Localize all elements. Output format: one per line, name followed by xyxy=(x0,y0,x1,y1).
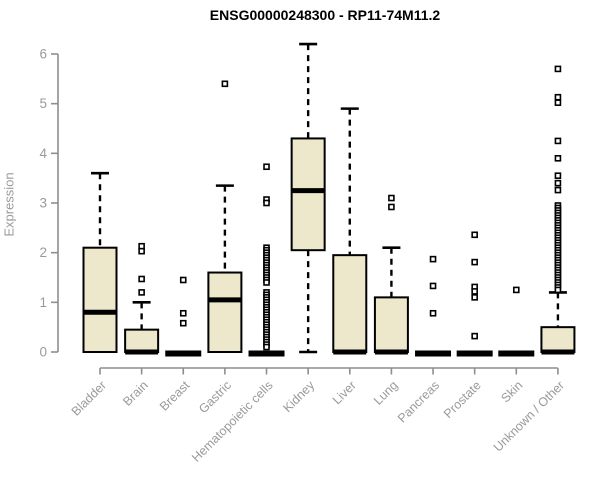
box-bladder xyxy=(82,246,118,353)
outlier-marker-prostate xyxy=(471,231,478,239)
outlier-marker-pancreas xyxy=(429,309,437,317)
y-tick-label: 4 xyxy=(39,146,47,161)
outlier-marker-brain xyxy=(138,289,145,296)
x-tick-label-hematopoietic-cells: Hematopoietic cells xyxy=(189,378,276,465)
y-tick-label: 2 xyxy=(39,245,47,260)
x-tick-label-unknown-other: Unknown / Other xyxy=(491,378,567,454)
outlier-marker-unknown-other xyxy=(554,137,562,145)
outlier-marker-unknown-other xyxy=(554,99,562,106)
x-tick-label-liver: Liver xyxy=(330,378,359,407)
collapsed-box-skin xyxy=(498,350,535,357)
box-gastric xyxy=(207,271,243,353)
outlier-marker-brain xyxy=(138,275,145,283)
outlier-marker-unknown-other xyxy=(554,155,562,162)
outlier-marker-breast xyxy=(179,309,187,317)
outlier-marker-hematopoietic-cells xyxy=(263,279,270,286)
outlier-marker-hematopoietic-cells xyxy=(263,163,270,171)
y-tick-label: 0 xyxy=(39,345,47,360)
outlier-marker-unknown-other xyxy=(554,186,562,194)
collapsed-box-prostate xyxy=(456,350,493,357)
x-tick-label-prostate: Prostate xyxy=(441,378,484,421)
x-tick-label-lung: Lung xyxy=(371,378,401,408)
outlier-marker-gastric xyxy=(221,80,229,88)
y-tick-label: 3 xyxy=(39,196,47,211)
chart-title: ENSG00000248300 - RP11-74M11.2 xyxy=(209,7,441,23)
box-unknown-other xyxy=(540,326,576,353)
outlier-marker-pancreas xyxy=(429,282,437,290)
y-tick-label: 1 xyxy=(39,295,47,310)
collapsed-box-breast xyxy=(165,350,202,357)
y-tick-label: 6 xyxy=(39,47,47,62)
outlier-marker-lung xyxy=(388,194,395,202)
outlier-marker-skin xyxy=(512,286,520,294)
x-tick-label-pancreas: Pancreas xyxy=(395,378,442,425)
outlier-marker-unknown-other xyxy=(554,172,562,179)
box-kidney xyxy=(290,137,326,252)
outlier-marker-breast xyxy=(179,276,187,284)
x-tick-label-kidney: Kidney xyxy=(280,378,317,415)
x-tick-label-breast: Breast xyxy=(157,378,193,414)
x-tick-label-brain: Brain xyxy=(120,378,151,409)
outlier-marker-pancreas xyxy=(429,255,437,263)
x-tick-label-bladder: Bladder xyxy=(69,378,109,418)
outlier-marker-lung xyxy=(388,203,395,211)
box-lung xyxy=(373,296,409,353)
outlier-marker-hematopoietic-cells xyxy=(263,199,270,207)
outlier-marker-prostate xyxy=(471,294,478,301)
collapsed-box-pancreas xyxy=(415,350,452,357)
outlier-marker-breast xyxy=(179,319,187,327)
x-tick-label-gastric: Gastric xyxy=(196,378,234,416)
outlier-marker-prostate xyxy=(471,332,478,340)
box-brain xyxy=(124,328,160,353)
outlier-marker-prostate xyxy=(471,258,478,266)
y-tick-label: 5 xyxy=(39,96,47,111)
outlier-marker-brain xyxy=(138,247,145,255)
box-liver xyxy=(332,254,368,354)
outlier-marker-unknown-other xyxy=(554,179,562,187)
outlier-marker-unknown-other xyxy=(554,286,562,294)
outlier-marker-unknown-other xyxy=(554,93,562,101)
collapsed-box-hematopoietic-cells xyxy=(248,350,285,357)
outlier-marker-unknown-other xyxy=(554,65,562,73)
outlier-marker-hematopoietic-cells xyxy=(263,343,270,351)
x-tick-label-skin: Skin xyxy=(498,378,525,405)
outlier-marker-prostate xyxy=(471,288,478,295)
